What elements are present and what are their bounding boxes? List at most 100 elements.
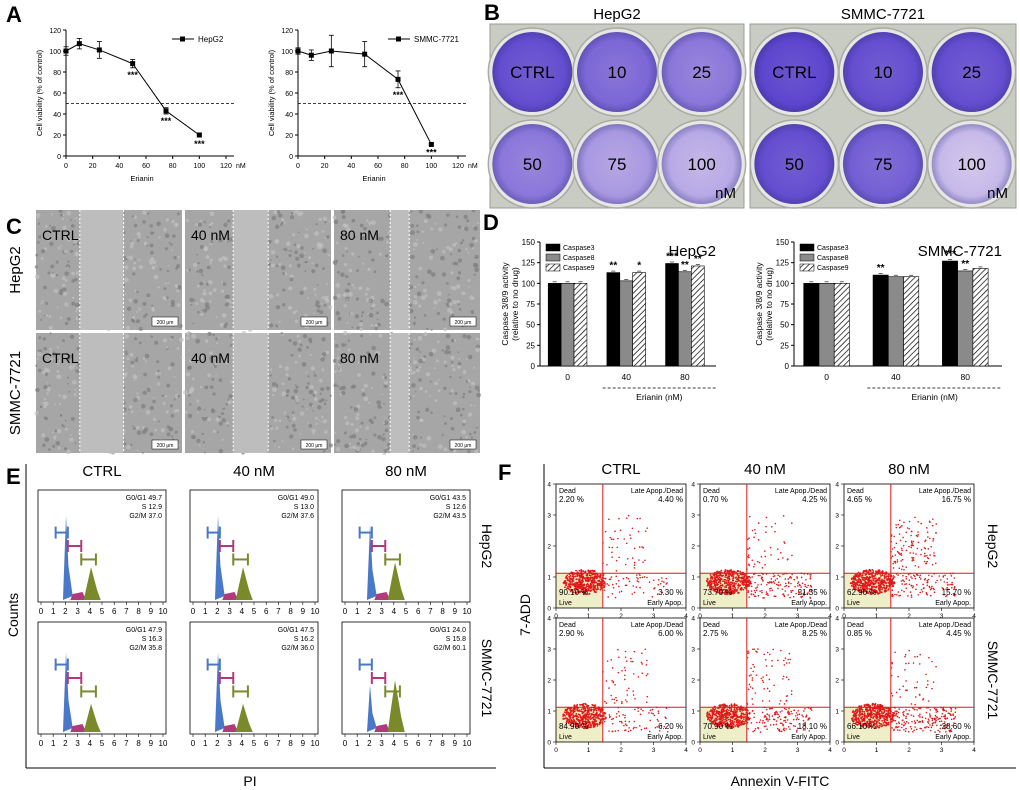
cell-texture xyxy=(298,339,302,343)
x-tick-label: 7 xyxy=(428,607,433,616)
cell-texture xyxy=(42,401,45,405)
cell-texture xyxy=(149,432,154,437)
event-dot xyxy=(770,554,772,556)
event-dot xyxy=(614,530,616,532)
event-dot xyxy=(706,578,709,581)
x-tick-label: 1 xyxy=(203,607,208,616)
cell-texture xyxy=(436,291,442,296)
cell-texture xyxy=(418,266,423,271)
x-tick-label: 6 xyxy=(112,739,117,748)
event-dot xyxy=(620,590,623,593)
cell-texture xyxy=(460,241,463,245)
cell-texture xyxy=(165,395,168,398)
scale-bar-label: 200 μm xyxy=(455,443,472,449)
event-dot xyxy=(901,583,903,585)
event-dot xyxy=(576,707,579,710)
event-dot xyxy=(594,576,597,578)
y-tick-label: 125 xyxy=(776,259,790,268)
cell-texture xyxy=(209,300,212,303)
event-dot xyxy=(737,725,740,728)
y-tick-label: 80 xyxy=(53,70,61,77)
event-dot xyxy=(654,726,657,729)
cell-texture xyxy=(348,332,352,335)
event-dot xyxy=(742,579,745,582)
event-dot xyxy=(800,595,803,598)
event-dot xyxy=(762,597,764,599)
event-dot xyxy=(575,578,578,581)
cell-texture xyxy=(311,428,316,434)
event-dot xyxy=(606,660,609,662)
event-dot xyxy=(917,520,919,523)
event-dot xyxy=(737,592,740,595)
cell-texture xyxy=(315,422,318,426)
x-tick-label: 80 xyxy=(680,372,690,382)
event-dot xyxy=(917,533,919,536)
cell-texture xyxy=(291,411,295,414)
event-dot xyxy=(719,577,722,580)
cell-texture xyxy=(221,313,227,318)
cell-texture xyxy=(457,271,462,275)
cell-texture xyxy=(382,421,386,425)
cell-texture xyxy=(450,271,454,275)
event-dot xyxy=(595,723,598,726)
cell-texture xyxy=(368,250,372,254)
event-dot xyxy=(593,715,596,718)
cell-texture xyxy=(64,271,69,276)
cell-texture xyxy=(443,360,447,364)
cell-texture xyxy=(66,316,71,322)
bar xyxy=(678,271,692,367)
cell-texture xyxy=(55,441,60,446)
event-dot xyxy=(866,590,869,593)
cell-texture xyxy=(318,378,323,383)
cell-texture xyxy=(293,389,298,394)
event-dot xyxy=(736,708,739,711)
cell-texture xyxy=(202,280,205,283)
cell-texture xyxy=(151,304,154,308)
event-dot xyxy=(656,593,659,595)
event-dot xyxy=(742,718,745,720)
phase-percentage: G2/M 43.5 xyxy=(433,513,466,520)
event-dot xyxy=(858,580,860,583)
cell-texture xyxy=(221,418,226,423)
event-dot xyxy=(570,710,573,713)
event-dot xyxy=(577,591,580,594)
cell-texture xyxy=(217,431,219,434)
cell-texture xyxy=(445,345,451,350)
event-dot xyxy=(638,546,641,548)
event-dot xyxy=(662,585,665,588)
event-dot xyxy=(873,577,876,580)
cell-texture xyxy=(351,252,355,256)
event-dot xyxy=(901,549,903,552)
cell-texture xyxy=(302,398,305,401)
cell-texture xyxy=(147,212,150,215)
event-dot xyxy=(928,574,930,577)
cell-texture xyxy=(37,368,42,373)
cell-texture xyxy=(325,386,330,391)
event-dot xyxy=(582,702,585,705)
event-dot xyxy=(759,574,761,577)
event-dot xyxy=(604,577,607,580)
event-dot xyxy=(727,575,730,578)
x-tick-label: 80 xyxy=(401,163,409,170)
event-dot xyxy=(895,526,898,529)
phase-percentage: S 13.0 xyxy=(294,504,314,511)
x-tick-label: 8 xyxy=(136,739,141,748)
cell-texture xyxy=(344,246,348,250)
plate-title: SMMC-7721 xyxy=(841,6,925,23)
event-dot xyxy=(895,524,897,526)
cell-texture xyxy=(366,351,370,355)
cell-texture xyxy=(126,445,131,450)
event-dot xyxy=(946,594,948,597)
event-dot xyxy=(803,594,805,596)
event-dot xyxy=(569,574,572,577)
x-tick-label: 3 xyxy=(227,739,232,748)
cell-texture xyxy=(474,239,478,243)
event-dot xyxy=(651,596,654,598)
event-dot xyxy=(945,588,947,591)
event-dot xyxy=(905,566,908,568)
cell-texture xyxy=(308,337,313,342)
cell-texture xyxy=(188,390,192,394)
event-dot xyxy=(905,583,908,585)
event-dot xyxy=(729,716,732,719)
